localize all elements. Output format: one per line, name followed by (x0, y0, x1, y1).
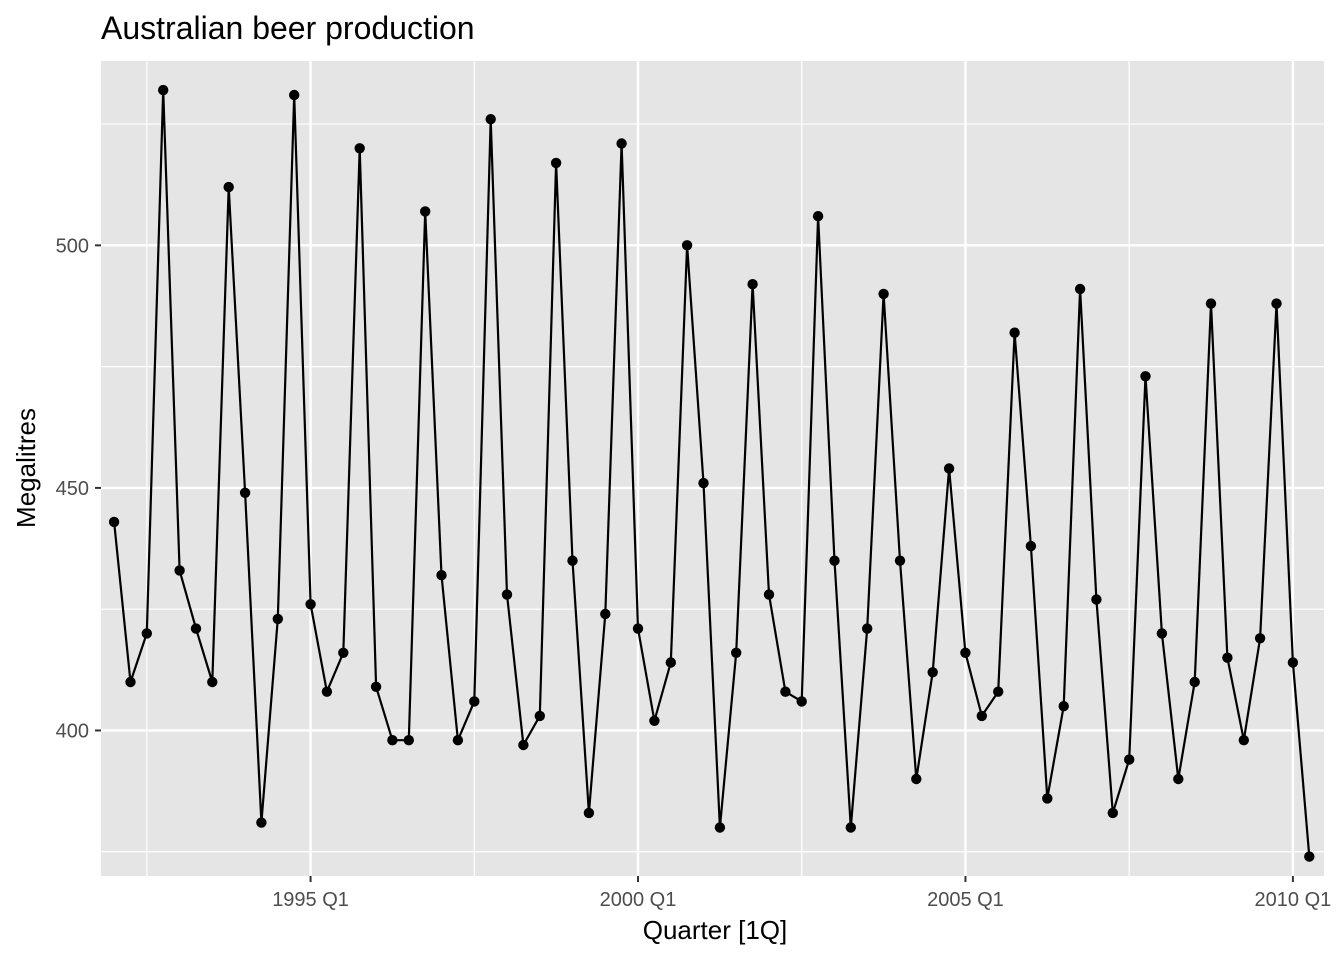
data-point (207, 676, 218, 688)
x-tick-label: 2000 Q1 (600, 889, 677, 911)
data-point (289, 89, 300, 101)
data-point (665, 657, 676, 668)
data-point (1287, 657, 1299, 668)
x-axis-title: Quarter [1Q] (643, 915, 788, 945)
data-point (354, 143, 365, 154)
data-point (911, 773, 922, 785)
data-point (681, 240, 693, 251)
data-point (878, 288, 889, 300)
data-point (829, 555, 840, 566)
major-gridlines (101, 61, 1324, 876)
data-point (370, 681, 382, 692)
chart-title: Australian beer production (101, 10, 475, 46)
data-point (796, 696, 807, 707)
data-point (583, 807, 595, 819)
series-line (113, 88, 1311, 857)
data-point (125, 676, 136, 688)
data-point (731, 647, 742, 658)
data-point (305, 599, 316, 610)
data-point (338, 647, 349, 658)
data-point (943, 463, 955, 474)
data-point (239, 487, 251, 498)
data-point (501, 589, 513, 600)
data-point (1205, 298, 1217, 309)
data-point (812, 211, 824, 222)
data-point (845, 822, 856, 833)
data-point (1140, 371, 1151, 382)
axis-ticks (95, 244, 1294, 882)
data-point (976, 710, 987, 722)
data-point (485, 114, 496, 125)
data-point (420, 206, 431, 217)
data-point (1009, 327, 1020, 338)
data-point (993, 686, 1004, 697)
data-point (403, 735, 414, 746)
x-tick-label: 1995 Q1 (272, 889, 349, 911)
data-point (714, 822, 726, 833)
data-point (763, 589, 775, 600)
data-point (927, 667, 938, 678)
y-tick-label: 400 (56, 720, 89, 742)
data-point (1025, 540, 1037, 552)
data-point (1254, 633, 1266, 644)
data-point (174, 565, 185, 576)
data-point (600, 608, 611, 620)
data-point (256, 817, 267, 828)
data-point (436, 570, 447, 581)
data-point (387, 735, 398, 746)
data-point (550, 157, 562, 169)
data-point (1173, 773, 1184, 785)
data-point (321, 686, 333, 697)
data-point (1107, 807, 1119, 819)
data-point (158, 84, 169, 96)
data-point (223, 181, 234, 193)
data-point (518, 739, 529, 751)
data-point (1238, 735, 1250, 746)
data-point (452, 735, 464, 746)
data-point (272, 613, 283, 625)
data-point (649, 715, 660, 726)
data-point (1058, 701, 1069, 712)
data-point (141, 628, 152, 639)
y-axis-title: Megalitres (11, 408, 41, 528)
axis-tick-labels: 400 450 500 1995 Q1 2000 Q1 2005 Q1 2010 Q1 (56, 235, 1332, 911)
data-point (190, 623, 202, 634)
series-layer (108, 84, 1315, 862)
data-point (1156, 628, 1168, 639)
minor-gridlines (101, 61, 1324, 876)
data-point (1124, 754, 1135, 765)
data-point (469, 696, 480, 707)
data-point (1189, 676, 1200, 688)
y-tick-label: 500 (56, 235, 89, 257)
data-point (1222, 652, 1233, 663)
data-point (1042, 793, 1053, 804)
data-point (567, 555, 578, 566)
data-point (698, 477, 709, 489)
data-point (616, 138, 627, 149)
data-point (894, 555, 906, 566)
data-point (780, 686, 791, 697)
data-point (1091, 594, 1102, 605)
x-tick-label: 2010 Q1 (1255, 889, 1332, 911)
data-point (1271, 298, 1282, 309)
data-point (1074, 283, 1086, 295)
y-tick-label: 450 (56, 478, 89, 500)
data-point (632, 623, 644, 634)
data-point (108, 516, 120, 528)
data-point (747, 279, 758, 290)
data-point (534, 710, 545, 722)
data-point (862, 623, 873, 634)
data-point (960, 647, 971, 658)
plot-panel (101, 61, 1324, 876)
x-tick-label: 2005 Q1 (927, 889, 1004, 911)
data-point (1304, 851, 1315, 862)
